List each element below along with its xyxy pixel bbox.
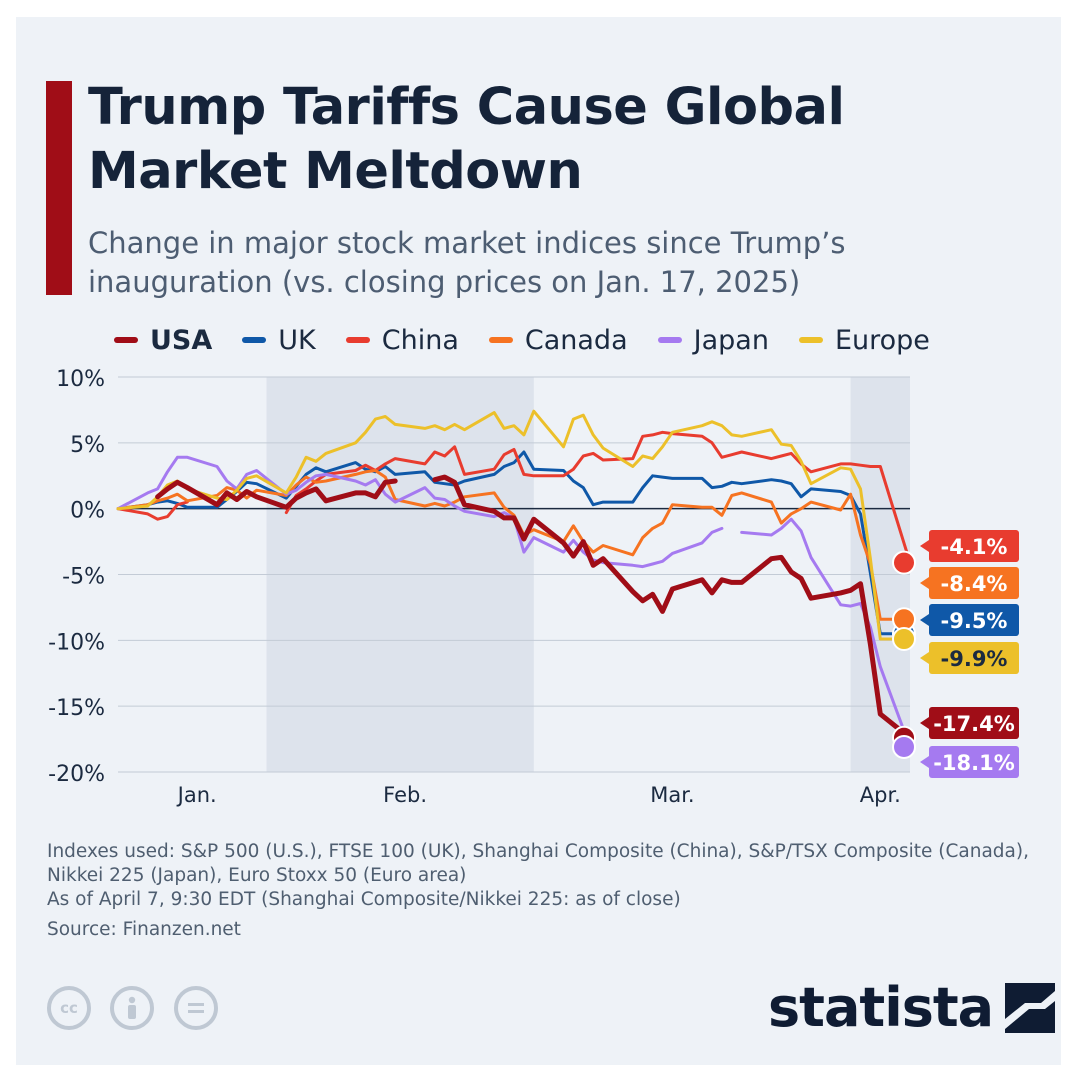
attribution-icon[interactable] [110, 986, 154, 1030]
brand-wordmark: statista [768, 976, 994, 1039]
end-label-pointer [920, 652, 929, 664]
legend-label: Canada [524, 324, 628, 356]
legend-swatch [242, 337, 267, 343]
indexes-note: Indexes used: S&P 500 (U.S.), FTSE 100 (… [47, 841, 1029, 886]
y-tick-label: 5% [70, 433, 105, 458]
end-label-text: -9.5% [941, 609, 1008, 633]
legend-swatch [488, 337, 513, 343]
legend-item-usa: USA [114, 325, 212, 356]
end-label-text: -17.4% [933, 712, 1015, 736]
end-marker-china [892, 550, 916, 575]
statista-logo[interactable]: statista [768, 976, 1056, 1039]
end-label-box [929, 746, 1019, 778]
x-tick-label: Jan. [176, 783, 217, 807]
end-label-text: -18.1% [933, 751, 1015, 775]
end-marker-europe [892, 627, 916, 652]
end-label-box [929, 604, 1019, 636]
end-label-canada: -8.4% [920, 567, 1019, 599]
end-label-text: -4.1% [941, 535, 1008, 559]
end-label-pointer [920, 756, 929, 768]
x-tick-label: Feb. [383, 783, 427, 807]
end-label-europe: -9.9% [920, 642, 1019, 674]
x-tick-label: Mar. [650, 783, 694, 807]
end-label-box [929, 642, 1019, 674]
end-marker-canada [892, 607, 916, 632]
chart-notes: Indexes used: S&P 500 (U.S.), FTSE 100 (… [47, 840, 1037, 942]
y-tick-label: 0% [70, 499, 105, 524]
end-label-text: -8.4% [941, 572, 1008, 596]
x-tick-label: Apr. [860, 783, 901, 807]
end-label-pointer [920, 717, 929, 729]
legend-label: USA [150, 324, 213, 356]
legend-item-japan: Japan [657, 324, 769, 356]
chart-legend: USA UK China Canada Japan Europe [114, 320, 960, 360]
source-note: Source: Finanzen.net [47, 919, 241, 940]
end-label-usa: -17.4% [920, 707, 1019, 739]
y-tick-label: -10% [48, 630, 105, 655]
end-label-box [929, 567, 1019, 599]
end-label-box [929, 530, 1019, 562]
statista-mark-icon [1005, 982, 1056, 1033]
series-line-japan [116, 455, 912, 749]
legend-swatch [798, 337, 823, 343]
as-of-note: As of April 7, 9:30 EDT (Shanghai Compos… [47, 889, 681, 910]
legend-swatch [657, 337, 682, 343]
chart-subtitle: Change in major stock market indices sin… [88, 226, 846, 299]
end-label-pointer [920, 577, 929, 589]
y-tick-label: -15% [48, 696, 105, 721]
end-label-pointer [920, 540, 929, 552]
legend-swatch [114, 337, 138, 343]
end-label-box [929, 707, 1019, 739]
y-tick-label: -5% [62, 565, 105, 590]
legend-label: UK [278, 324, 316, 356]
legend-label: Japan [693, 324, 769, 356]
legend-item-europe: Europe [798, 324, 930, 356]
end-label-text: -9.9% [941, 647, 1008, 671]
legend-item-uk: UK [242, 324, 316, 356]
series-line-usa [155, 474, 913, 741]
line-chart: 10% 5% 0% -5% -10% -15% -20% Jan. Feb. Mar. Apr. -1… [48, 367, 1019, 807]
legend-label: China [381, 324, 459, 356]
end-label-china: -4.1% [920, 530, 1019, 562]
legend-label: Europe [834, 324, 930, 356]
end-label-japan: -18.1% [920, 746, 1019, 778]
y-tick-label: -20% [48, 762, 105, 787]
end-marker-japan [892, 734, 916, 759]
end-label-pointer [920, 614, 929, 626]
legend-swatch [345, 337, 370, 343]
series-line-europe [116, 409, 912, 641]
creative-commons-icon[interactable]: cc [47, 986, 91, 1030]
series-line-china [116, 430, 912, 565]
chart-title: Trump Tariffs Cause Global Market Meltdo… [88, 78, 845, 201]
legend-item-canada: Canada [488, 324, 628, 356]
no-derivatives-icon[interactable] [174, 986, 218, 1030]
end-label-uk: -9.5% [920, 604, 1019, 636]
series-line-uk [116, 450, 912, 636]
legend-item-china: China [345, 324, 459, 356]
y-tick-label: 10% [56, 367, 105, 392]
title-accent-bar [46, 81, 72, 295]
